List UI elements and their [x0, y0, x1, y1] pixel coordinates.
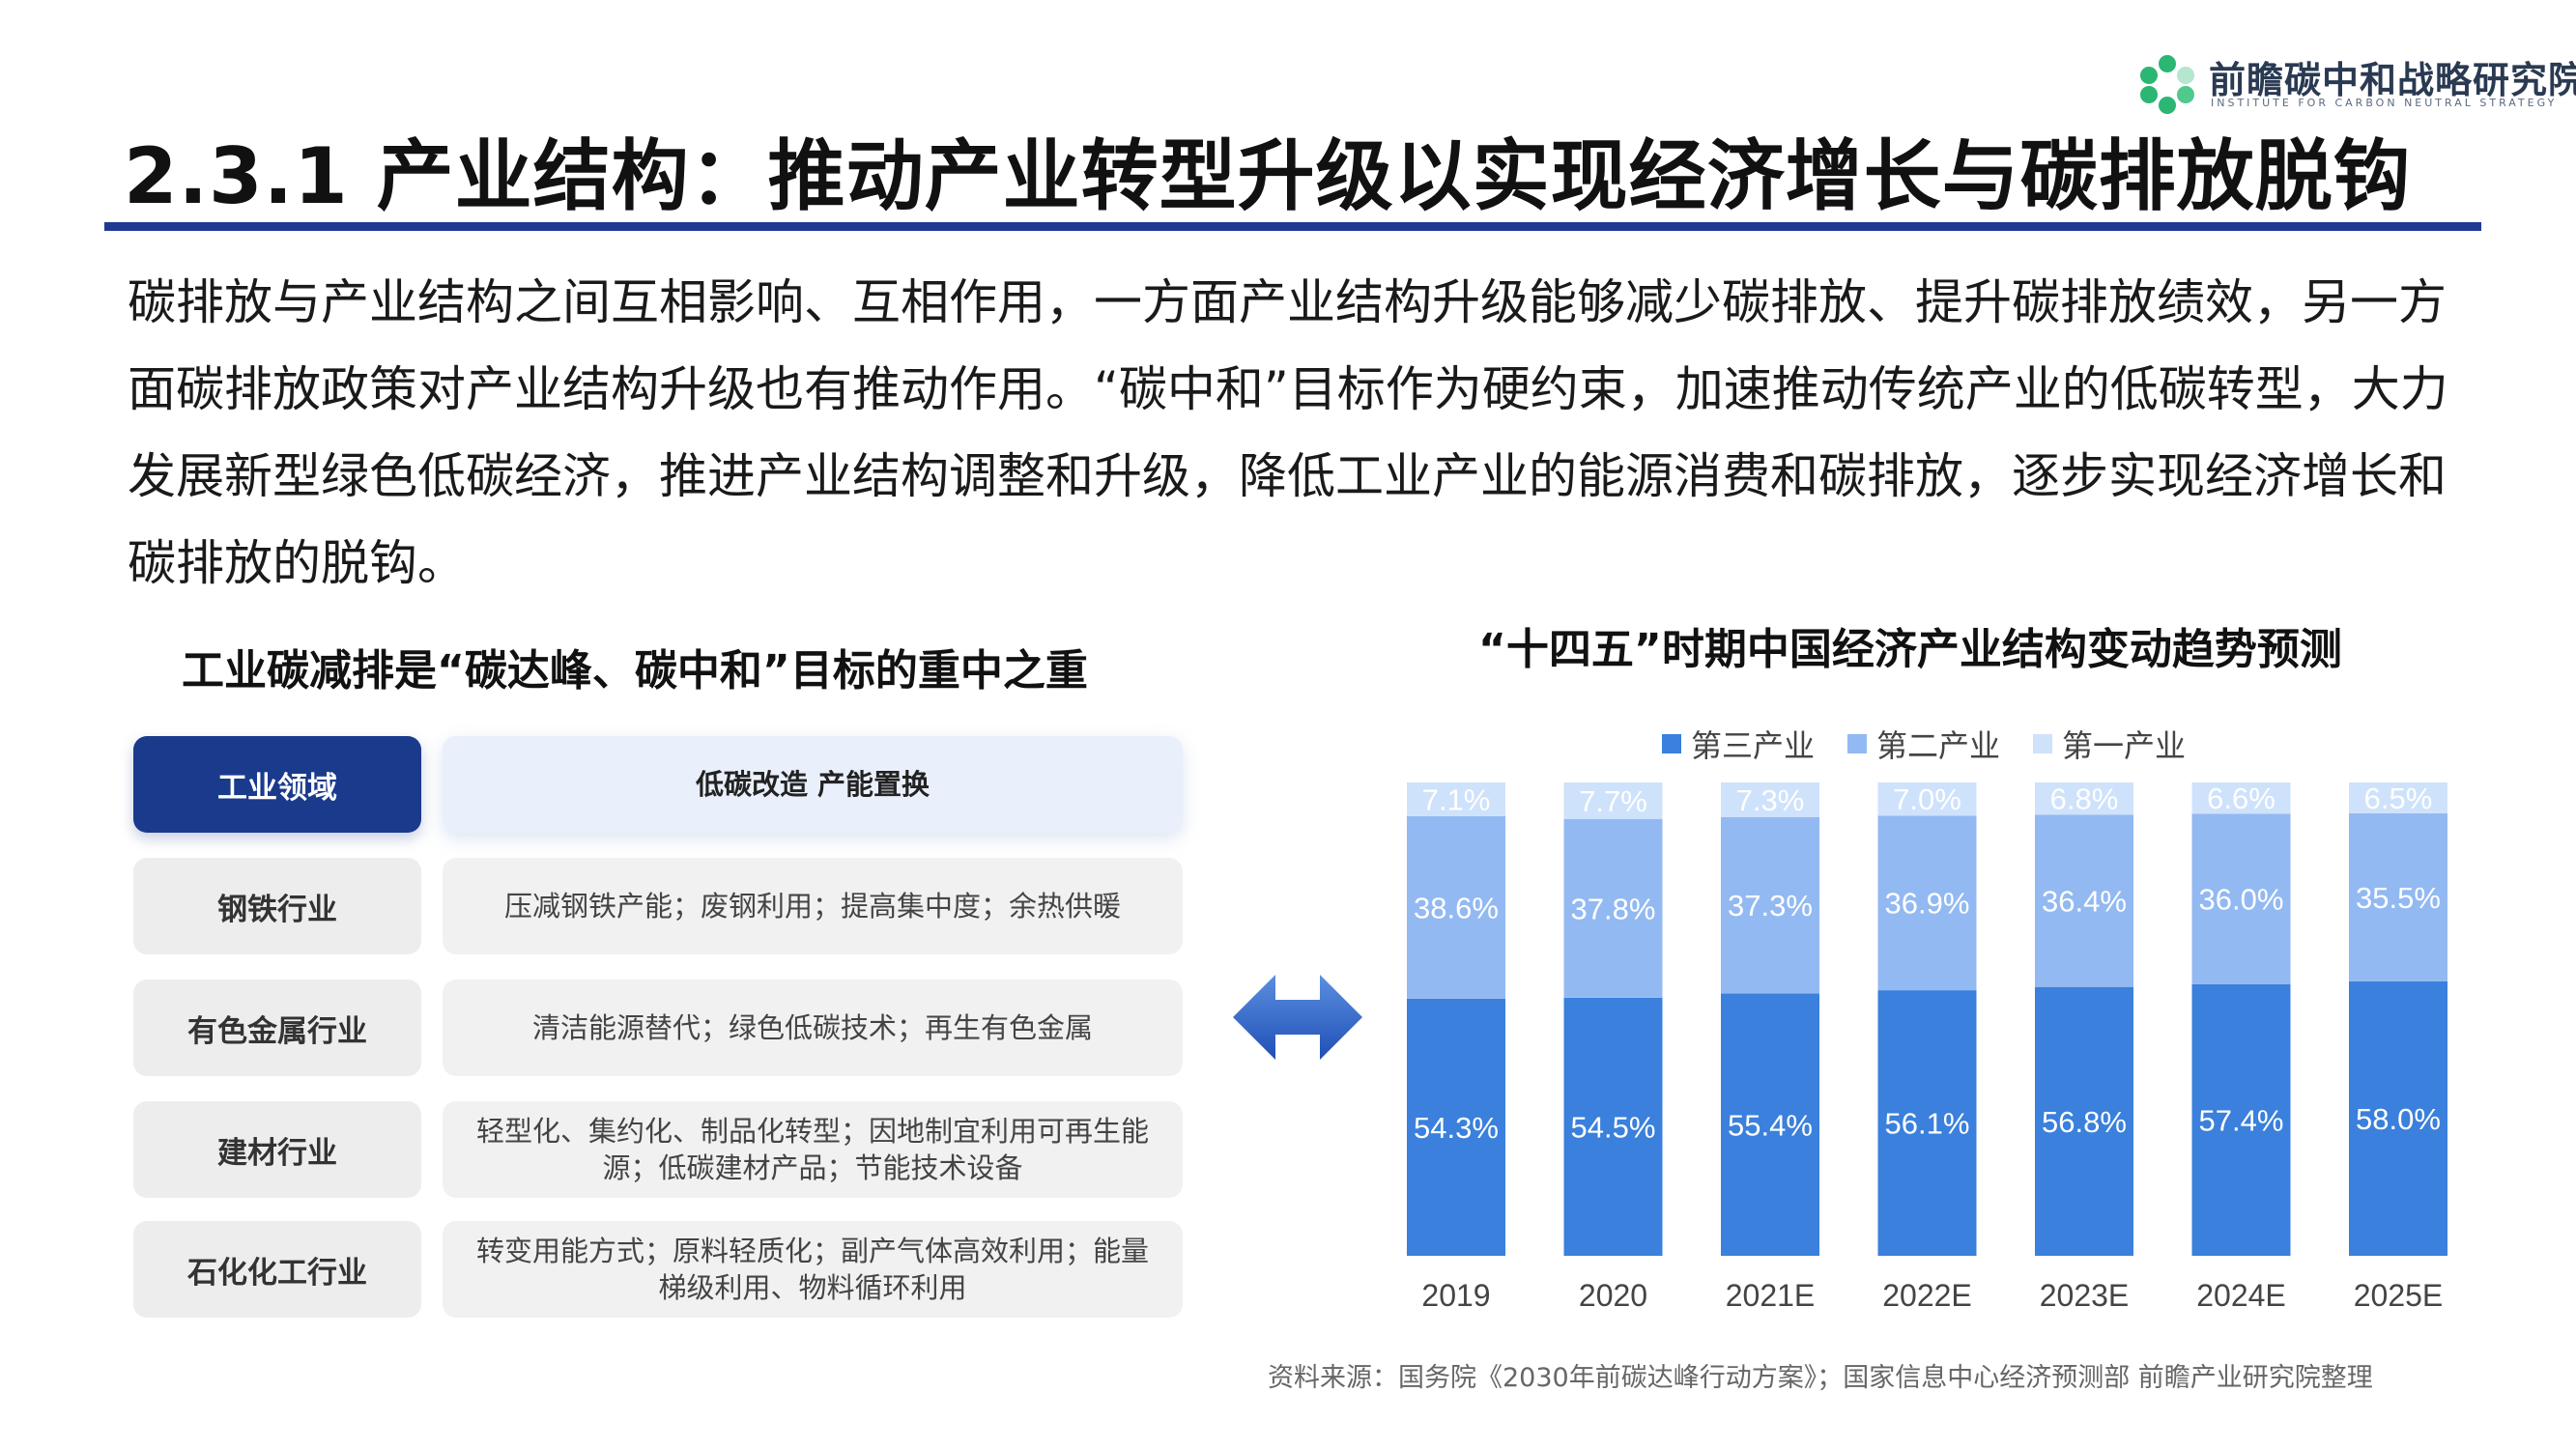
x-tick-label: 2023E [2040, 1278, 2130, 1313]
x-tick-label: 2022E [1882, 1278, 1972, 1313]
bar-data-label: 36.9% [1885, 887, 1970, 921]
table-row: 钢铁行业 压减钢铁产能；废钢利用；提高集中度；余热供暖 [133, 858, 1187, 954]
bar-data-label: 7.7% [1579, 784, 1647, 818]
bar-data-label: 38.6% [1414, 891, 1499, 924]
chart-title: “十四五”时期中国经济产业结构变动趋势预测 [1478, 625, 2342, 674]
bar-data-label: 56.1% [1885, 1107, 1970, 1141]
bar-segment [2035, 986, 2133, 1256]
bar-segment [2191, 782, 2291, 814]
table-header-key: 工业领域 [133, 736, 421, 833]
table-row-value: 压减钢铁产能；废钢利用；提高集中度；余热供暖 [443, 858, 1183, 954]
bar-data-label: 37.8% [1571, 892, 1656, 925]
table-header-row: 工业领域 低碳改造 产能置换 [133, 736, 1187, 833]
logo-name-cn: 前瞻碳中和战略研究院 [2209, 59, 2576, 101]
bar-data-label: 6.8% [2050, 782, 2119, 816]
hexagon-leaf-logo-icon [2140, 55, 2194, 114]
bar-segment [2191, 813, 2291, 984]
double-arrow-icon [1233, 975, 1362, 1060]
table-row-value: 轻型化、集约化、制品化转型；因地制宜利用可再生能源；低碳建材产品；节能技术设备 [443, 1101, 1183, 1198]
source-note: 资料来源：国务院《2030年前碳达峰行动方案》；国家信息中心经济预测部 前瞻产业… [1268, 1363, 2373, 1393]
table-row: 有色金属行业 清洁能源替代；绿色低碳技术；再生有色金属 [133, 980, 1187, 1076]
legend-swatch [2033, 734, 2053, 753]
table-row-key: 有色金属行业 [133, 980, 421, 1076]
bar-data-label: 55.4% [1728, 1108, 1813, 1142]
table-header-value: 低碳改造 产能置换 [443, 736, 1183, 833]
logo-name-en: INSTITUTE FOR CARBON NEUTRAL STRATEGY [2211, 97, 2558, 109]
bar-data-label: 56.8% [2042, 1105, 2127, 1139]
table-row: 石化化工行业 转变用能方式；原料轻质化；副产气体高效利用；能量梯级利用、物料循环… [133, 1221, 1187, 1318]
table-row-value: 清洁能源替代；绿色低碳技术；再生有色金属 [443, 980, 1183, 1076]
bar-segment [1407, 998, 1505, 1256]
x-tick-label: 2021E [1726, 1278, 1816, 1313]
bar-segment [2349, 812, 2447, 981]
bar-segment [2035, 814, 2133, 987]
bar-segment [1877, 815, 1977, 991]
bar-segment [1407, 782, 1505, 816]
bar-segment [2035, 782, 2133, 815]
legend-label: 第一产业 [2062, 727, 2187, 764]
bar-segment [1877, 782, 1977, 816]
bar-data-label: 54.3% [1414, 1111, 1499, 1145]
bar-data-label: 7.1% [1422, 782, 1491, 816]
table-row: 建材行业 轻型化、集约化、制品化转型；因地制宜利用可再生能源；低碳建材产品；节能… [133, 1101, 1187, 1198]
table-row-key: 石化化工行业 [133, 1221, 421, 1318]
title-divider [104, 222, 2481, 231]
intro-paragraph: 碳排放与产业结构之间互相影响、互相作用，一方面产业结构升级能够减少碳排放、提升碳… [128, 274, 2448, 591]
bar-data-label: 7.0% [1893, 782, 1961, 816]
bar-segment [1721, 782, 1819, 817]
x-tick-label: 2024E [2196, 1278, 2286, 1313]
bar-data-label: 6.6% [2207, 781, 2275, 815]
legend-item: 第三产业 [1662, 722, 1815, 766]
bar-data-label: 58.0% [2356, 1102, 2441, 1136]
bar-segment [1563, 782, 1663, 819]
bar-segment [1877, 990, 1977, 1256]
table-row-key: 钢铁行业 [133, 858, 421, 954]
legend-swatch [1847, 734, 1868, 753]
bar-segment [1563, 818, 1663, 998]
bar-segment [1721, 816, 1819, 994]
legend-label: 第二产业 [1876, 727, 2001, 764]
bar-segment [1563, 997, 1663, 1256]
bar-segment [2349, 980, 2447, 1256]
bar-segment [2349, 782, 2447, 813]
chart-legend: 第三产业 第二产业 第一产业 [1662, 723, 2218, 765]
bar-data-label: 54.5% [1571, 1110, 1656, 1144]
bar-segment [1407, 815, 1505, 999]
bar-data-label: 6.5% [2364, 781, 2433, 815]
bar-segment [2191, 983, 2291, 1256]
legend-label: 第三产业 [1691, 727, 1816, 764]
stacked-bar-chart: 54.3% 38.6% 7.1% 2019 54.5% 37.8% 7.7% 2020 55.4… [1407, 781, 2447, 1313]
legend-item: 第二产业 [1847, 722, 2000, 766]
x-tick-label: 2019 [1421, 1278, 1490, 1313]
x-tick-label: 2020 [1579, 1278, 1647, 1313]
bar-data-label: 37.3% [1728, 889, 1813, 923]
bar-segment [1721, 993, 1819, 1256]
legend-swatch [1662, 734, 1681, 753]
x-tick-label: 2025E [2354, 1278, 2444, 1313]
bar-data-label: 36.4% [2042, 885, 2127, 919]
table-row-key: 建材行业 [133, 1101, 421, 1198]
left-panel-heading: 工业碳减排是“碳达峰、碳中和”目标的重中之重 [182, 646, 1088, 696]
page-title: 2.3.1 产业结构：推动产业转型升级以实现经济增长与碳排放脱钩 [124, 131, 2412, 221]
bar-data-label: 57.4% [2199, 1103, 2284, 1137]
table-row-value: 转变用能方式；原料轻质化；副产气体高效利用；能量梯级利用、物料循环利用 [443, 1221, 1183, 1318]
legend-item: 第一产业 [2033, 722, 2186, 766]
institute-logo: 前瞻碳中和战略研究院 INSTITUTE FOR CARBON NEUTRAL … [2135, 46, 2576, 122]
bar-data-label: 35.5% [2356, 881, 2441, 915]
bar-data-label: 36.0% [2199, 883, 2284, 917]
bar-data-label: 7.3% [1736, 783, 1805, 817]
